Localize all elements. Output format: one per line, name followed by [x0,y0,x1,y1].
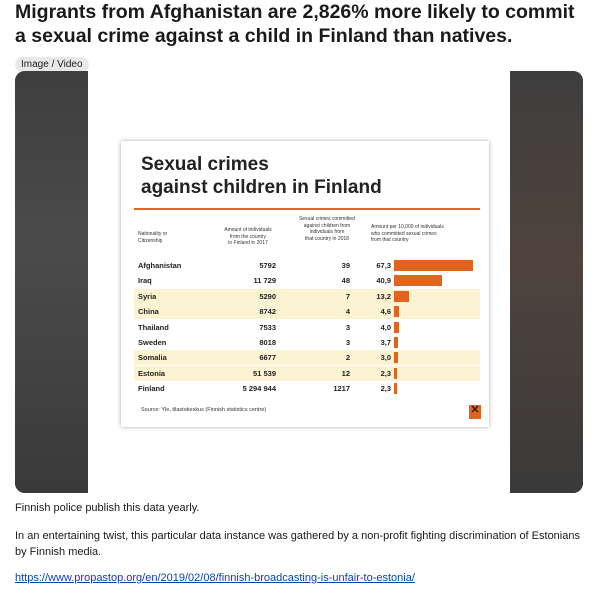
cell-nationality: Thailand [138,322,169,332]
cell-crimes: 7 [345,291,350,301]
infographic-title: Sexual crimes against children in Finland [141,154,382,198]
cell-crimes: 3 [345,322,350,332]
header-per-10000: Amount per 10,000 of individuals who comm… [371,224,444,243]
bar-china [394,306,400,318]
cell-per-10000: 40,9 [376,276,391,286]
post-body-line-2: In an entertaining twist, this particula… [15,530,580,558]
cell-amount: 5290 [259,291,276,301]
table-row: Iraq 11 729 48 40,9 [134,273,480,288]
table-row: Thailand 7533 3 4,0 [134,320,480,335]
table-row: Somalia 6677 2 3,0 [134,350,480,366]
cell-per-10000: 2,3 [380,368,391,378]
cell-nationality: Afghanistan [138,261,182,270]
propastop-x-logo-icon: ✕ [469,404,481,419]
cell-per-10000: 13,2 [376,291,391,301]
cell-per-10000: 4,0 [380,322,391,332]
cell-per-10000: 2,3 [380,384,391,394]
cell-per-10000: 3,7 [380,338,391,347]
bar-finland [394,383,397,395]
cell-nationality: China [138,307,159,317]
source-note: Source: Yle, tilastokeskus (Finnish stat… [141,407,267,413]
table-row: Sweden 8018 3 3,7 [134,335,480,350]
cell-nationality: Syria [138,291,157,301]
header-crimes: Sexual crimes committed against children … [299,216,355,242]
table-row: Finland 5 294 944 1217 2,3 [134,381,480,396]
cell-amount: 8018 [259,338,276,347]
header-nationality: Nationality or Citizenship [138,231,168,244]
cell-crimes: 3 [345,338,350,347]
cell-amount: 51 539 [253,368,276,378]
post-body-line-1: Finnish police publish this data yearly. [15,502,200,514]
table-row: Syria 5290 7 13,2 [134,288,480,304]
post-media[interactable]: Sexual crimes against children in Finland… [15,71,583,493]
cell-nationality: Sweden [138,338,167,347]
cell-crimes: 48 [341,276,350,286]
title-rule [134,208,480,210]
infographic-card: Sexual crimes against children in Finland… [121,141,489,427]
media-blur-right [510,71,583,493]
cell-crimes: 12 [341,368,350,378]
table-row: China 8742 4 4,6 [134,304,480,320]
media-image: Sexual crimes against children in Finland… [88,71,510,493]
cell-nationality: Estonia [138,368,166,378]
table-row: Estonia 51 539 12 2,3 [134,365,480,381]
cell-amount: 7533 [259,322,276,332]
bar-afghanistan [394,260,473,271]
cell-per-10000: 4,6 [380,307,391,317]
cell-crimes: 39 [341,261,350,270]
bar-iraq [394,275,442,287]
table-row: Afghanistan 5792 39 67,3 [134,258,480,273]
bar-thailand [394,321,399,333]
bar-somalia [394,352,398,364]
cell-amount: 5 294 944 [242,384,276,394]
cell-nationality: Iraq [138,276,152,286]
cell-nationality: Somalia [138,353,167,363]
cell-nationality: Finland [138,384,165,394]
bar-sweden [394,337,399,348]
cell-crimes: 1217 [333,384,350,394]
cell-amount: 8742 [259,307,276,317]
cell-crimes: 4 [345,307,350,317]
media-blur-left [15,71,88,493]
cell-per-10000: 3,0 [380,353,391,363]
cell-amount: 5792 [259,261,276,270]
bar-syria [394,290,410,302]
cell-amount: 6677 [259,353,276,363]
cell-crimes: 2 [345,353,350,363]
post-flair[interactable]: Image / Video [15,57,89,72]
post-link[interactable]: https://www.propastop.org/en/2019/02/08/… [15,572,415,584]
header-amount: Amount of individuals from the country in … [224,227,272,246]
cell-amount: 11 729 [253,276,276,286]
cell-per-10000: 67,3 [376,261,391,270]
bar-estonia [394,367,397,379]
post-title[interactable]: Migrants from Afghanistan are 2,826% mor… [15,1,575,47]
